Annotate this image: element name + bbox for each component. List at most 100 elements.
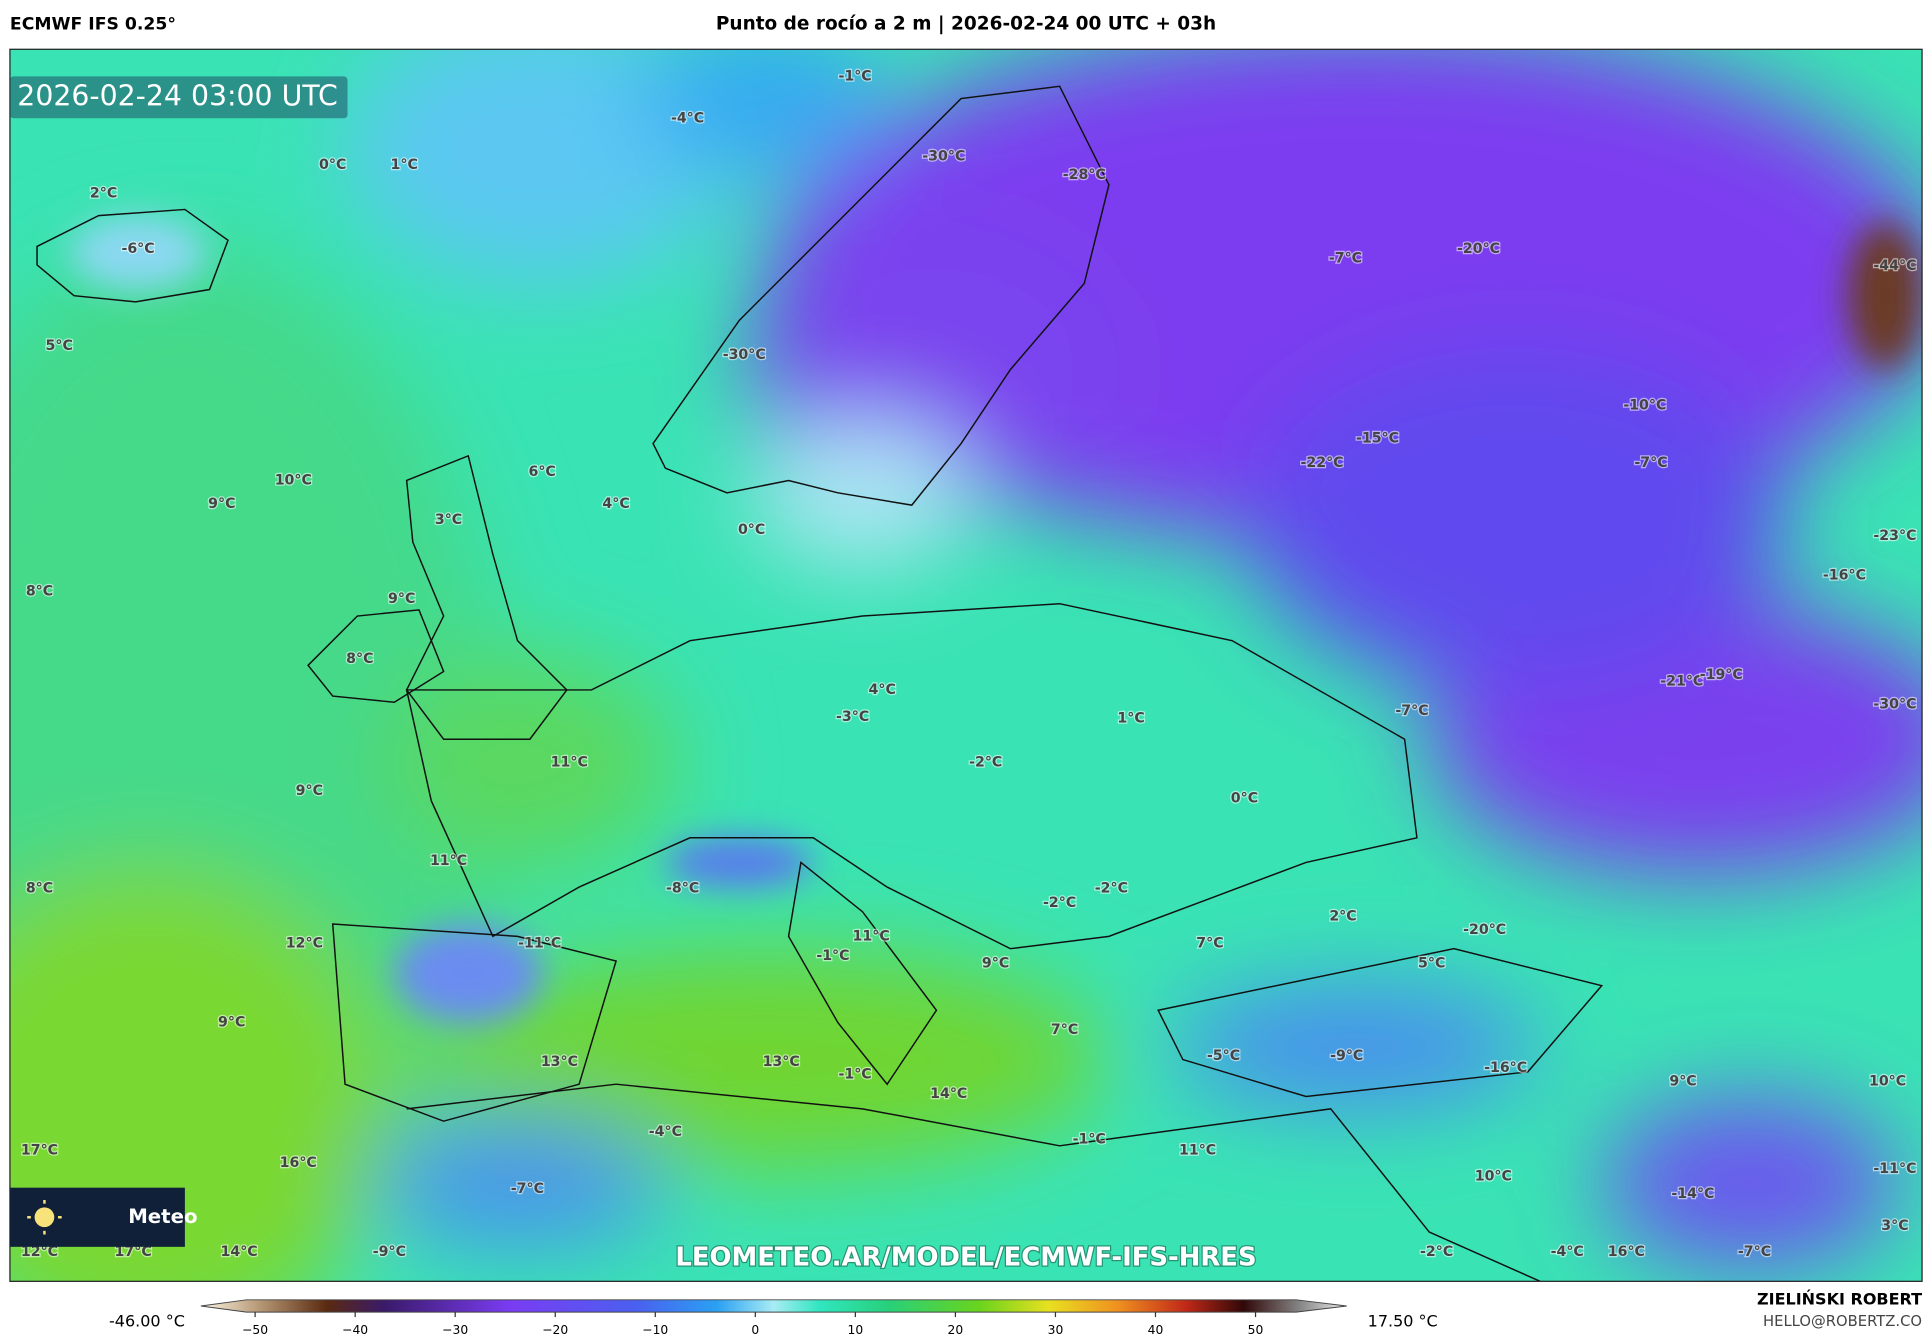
temperature-label: 1°C <box>1117 710 1144 726</box>
temperature-label: -2°C <box>1043 895 1076 911</box>
colorbar-tick-label: 10 <box>848 1323 864 1337</box>
temperature-label: -14°C <box>1671 1186 1714 1202</box>
temperature-label: 11°C <box>430 853 467 869</box>
temperature-label: -11°C <box>518 936 561 952</box>
map-frame <box>9 48 1923 1282</box>
map-field <box>9 49 1923 1282</box>
logo-sun <box>34 1207 55 1228</box>
colorbar-tick-label: 40 <box>1148 1323 1164 1337</box>
temperature-label: -15°C <box>1356 431 1399 447</box>
temperature-label: 14°C <box>221 1244 258 1260</box>
temperature-label: 4°C <box>869 682 896 698</box>
temperature-label: 6°C <box>529 464 556 480</box>
watermark: LEOMETEO.AR/MODEL/ECMWF-IFS-HRES <box>675 1242 1256 1272</box>
temperature-label: 3°C <box>435 512 462 528</box>
temperature-label: 9°C <box>208 496 235 512</box>
temperature-label: -9°C <box>373 1244 406 1260</box>
temperature-label: 17°C <box>115 1244 152 1260</box>
colorbar <box>200 1299 1347 1313</box>
temperature-label: 9°C <box>388 591 415 607</box>
temperature-label: -3°C <box>836 709 869 725</box>
temperature-label: 8°C <box>346 651 373 667</box>
colorbar-tick-label: −20 <box>542 1323 568 1337</box>
colorbar-tick-label: −40 <box>342 1323 368 1337</box>
temperature-label: -28°C <box>1063 167 1106 183</box>
temperature-label: -8°C <box>666 880 699 896</box>
colorbar-tick-label: 30 <box>1048 1323 1064 1337</box>
temperature-label: 13°C <box>763 1054 800 1070</box>
temperature-label: -2°C <box>1095 880 1128 896</box>
temperature-label: 12°C <box>21 1244 58 1260</box>
colorbar-tick-label: 50 <box>1248 1323 1264 1337</box>
temperature-label: -1°C <box>816 948 849 964</box>
temperature-label: 16°C <box>280 1155 317 1171</box>
temperature-label: 14°C <box>930 1086 967 1102</box>
temperature-label: -7°C <box>511 1181 544 1197</box>
colorbar-tick-label: −50 <box>242 1323 268 1337</box>
temperature-label: -30°C <box>922 148 965 164</box>
colorbar-tick-label: 20 <box>948 1323 964 1337</box>
temperature-label: -7°C <box>1329 251 1362 267</box>
temperature-label: 9°C <box>218 1015 245 1031</box>
temperature-label: -30°C <box>723 347 766 363</box>
temperature-label: 4°C <box>602 496 629 512</box>
temperature-label: 13°C <box>541 1054 578 1070</box>
temperature-label: 5°C <box>1418 955 1445 971</box>
temperature-label: 0°C <box>1231 790 1258 806</box>
colorbar-min: -46.00 °C <box>109 1311 185 1330</box>
timestamp: 2026-02-24 03:00 UTC <box>17 79 337 112</box>
temperature-label: 5°C <box>46 338 73 354</box>
map-title: Punto de rocío a 2 m | 2026-02-24 00 UTC… <box>716 14 1216 35</box>
temperature-label: -9°C <box>1330 1048 1363 1064</box>
temperature-label: -30°C <box>1873 697 1916 713</box>
temperature-label: -23°C <box>1873 528 1916 544</box>
temperature-label: -44°C <box>1873 258 1916 274</box>
temperature-label: 10°C <box>1869 1074 1906 1090</box>
colorbar-tick-label: −30 <box>442 1323 468 1337</box>
temperature-label: -5°C <box>1207 1048 1240 1064</box>
temperature-label: 9°C <box>982 955 1009 971</box>
temperature-label: 9°C <box>296 783 323 799</box>
temperature-label: -2°C <box>1420 1244 1453 1260</box>
temperature-label: 11°C <box>853 928 890 944</box>
temperature-label: -16°C <box>1823 567 1866 583</box>
temperature-label: 0°C <box>319 157 346 173</box>
temperature-label: -20°C <box>1457 241 1500 257</box>
temperature-label: 8°C <box>26 880 53 896</box>
email: HELLO@ROBERTZ.CO <box>1763 1313 1922 1330</box>
temperature-label: -19°C <box>1700 667 1743 683</box>
temperature-label: 8°C <box>26 583 53 599</box>
temperature-label: 12°C <box>286 936 323 952</box>
map-labels: -1°C -4°C 0°C 1°C 2°C -6°C -30°C -28°C -7°C -20°C… <box>20 67 1918 1261</box>
temperature-label: 7°C <box>1051 1022 1078 1038</box>
temperature-label: 9°C <box>1669 1074 1696 1090</box>
temperature-label: -4°C <box>671 110 704 126</box>
temperature-label: -4°C <box>1551 1244 1584 1260</box>
temperature-label: -7°C <box>1738 1244 1771 1260</box>
temperature-label: 7°C <box>1196 936 1223 952</box>
timestamp-box <box>9 76 348 119</box>
temperature-label: -4°C <box>649 1124 682 1140</box>
temperature-label: -1°C <box>839 68 872 84</box>
colorbar-max: 17.50 °C <box>1368 1311 1438 1330</box>
logo-text: Meteo <box>128 1205 197 1228</box>
temperature-label: -20°C <box>1463 922 1506 938</box>
temperature-label: 0°C <box>738 522 765 538</box>
temperature-label: 16°C <box>1608 1244 1645 1260</box>
colorbar-tick-label: −10 <box>642 1323 668 1337</box>
temperature-label: -7°C <box>1634 455 1667 471</box>
temperature-label: 1°C <box>391 157 418 173</box>
temperature-label: 2°C <box>1329 909 1356 925</box>
temperature-label: -22°C <box>1301 455 1344 471</box>
temperature-label: -10°C <box>1623 397 1666 413</box>
temperature-label: -16°C <box>1484 1060 1527 1076</box>
temperature-label: -1°C <box>839 1066 872 1082</box>
temperature-label: 3°C <box>1881 1218 1908 1234</box>
temperature-label: -2°C <box>969 755 1002 771</box>
temperature-label: 10°C <box>275 472 312 488</box>
temperature-label: -21°C <box>1660 673 1703 689</box>
author: ZIELIŃSKI ROBERT <box>1757 1289 1922 1308</box>
temperature-label: 10°C <box>1475 1169 1512 1185</box>
